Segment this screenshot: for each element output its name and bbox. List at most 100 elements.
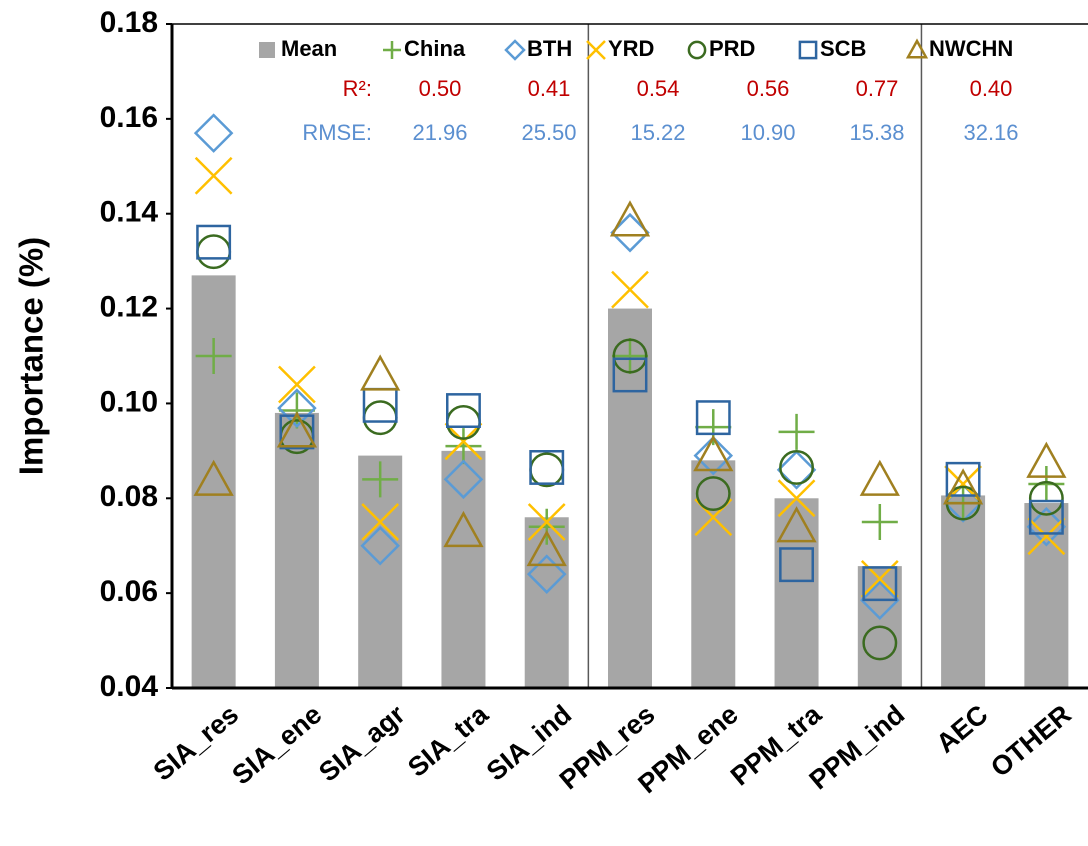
marker-diamond bbox=[776, 450, 817, 490]
cross bbox=[611, 270, 649, 309]
diamond bbox=[693, 435, 734, 476]
marker-triangle bbox=[942, 468, 984, 505]
bar bbox=[941, 495, 986, 688]
circle bbox=[529, 452, 565, 488]
triangle bbox=[443, 510, 484, 548]
r2-value: 0.50 bbox=[419, 76, 462, 101]
rmse-value: 25.50 bbox=[521, 120, 576, 145]
triangle bbox=[276, 411, 318, 448]
marker-circle bbox=[695, 476, 731, 511]
marker-circle bbox=[779, 450, 814, 485]
plus bbox=[362, 461, 399, 498]
marker-square bbox=[1028, 499, 1064, 535]
marker-cross bbox=[194, 156, 233, 195]
marker-diamond bbox=[610, 212, 650, 253]
diamond bbox=[443, 459, 484, 500]
marker-diamond bbox=[443, 459, 484, 500]
y-tick-label: 0.18 bbox=[100, 6, 158, 39]
square bbox=[612, 357, 648, 393]
diamond bbox=[526, 554, 567, 594]
marker-square bbox=[945, 461, 981, 497]
triangle bbox=[609, 200, 651, 237]
marker-square bbox=[612, 357, 648, 393]
cross bbox=[1027, 517, 1066, 556]
rmse-value: 32.16 bbox=[963, 120, 1018, 145]
marker-cross bbox=[586, 40, 606, 60]
marker-plus bbox=[778, 413, 815, 450]
bar bbox=[191, 275, 236, 688]
square bbox=[695, 400, 731, 436]
legend-label: PRD bbox=[709, 36, 755, 61]
triangle bbox=[776, 506, 817, 543]
rmse-value: 21.96 bbox=[412, 120, 467, 145]
plus bbox=[195, 338, 232, 374]
marker-plus bbox=[445, 428, 482, 465]
diamond bbox=[1026, 506, 1067, 547]
marker-triangle bbox=[443, 510, 484, 548]
marker-cross bbox=[777, 479, 816, 518]
cross bbox=[527, 503, 566, 541]
cross bbox=[361, 503, 400, 541]
marker-triangle bbox=[609, 200, 651, 237]
marker-diamond bbox=[193, 113, 234, 153]
marker-plus bbox=[278, 392, 315, 429]
plus bbox=[1028, 466, 1065, 503]
plus bbox=[445, 428, 482, 465]
legend-label: Mean bbox=[281, 36, 337, 61]
r2-value: 0.56 bbox=[747, 76, 790, 101]
marker-plus bbox=[362, 461, 399, 498]
marker-circle bbox=[612, 338, 648, 374]
y-tick-label: 0.06 bbox=[100, 575, 158, 608]
square bbox=[798, 40, 818, 60]
x-tick-label: OTHER bbox=[985, 699, 1077, 783]
marker-square bbox=[779, 547, 814, 583]
y-tick-label: 0.14 bbox=[100, 196, 159, 229]
marker-circle bbox=[1028, 480, 1064, 516]
marker-plus bbox=[861, 504, 898, 540]
triangle bbox=[193, 459, 234, 496]
triangle bbox=[360, 354, 401, 391]
circle bbox=[1028, 480, 1064, 516]
bar bbox=[441, 450, 486, 688]
cross bbox=[444, 422, 483, 461]
marker-cross bbox=[278, 365, 316, 404]
square bbox=[945, 461, 981, 497]
y-tick-label: 0.08 bbox=[100, 480, 158, 513]
marker-cross bbox=[611, 270, 649, 309]
circle bbox=[362, 400, 398, 436]
marker-diamond bbox=[504, 39, 526, 61]
marker-triangle bbox=[776, 506, 817, 543]
diamond bbox=[610, 212, 650, 253]
triangle bbox=[526, 529, 567, 567]
x-tick-label: SIA_agr bbox=[313, 699, 411, 788]
y-tick-label: 0.12 bbox=[100, 290, 158, 323]
square bbox=[529, 450, 565, 485]
rmse-value: 15.22 bbox=[630, 120, 685, 145]
x-tick-label: SIA_ene bbox=[226, 699, 327, 790]
marker-plus bbox=[528, 508, 565, 545]
legend-label: YRD bbox=[608, 36, 654, 61]
r2-value: 0.54 bbox=[637, 76, 680, 101]
plus bbox=[612, 338, 648, 374]
marker-cross bbox=[527, 503, 566, 541]
marker-cross bbox=[444, 422, 483, 461]
cross bbox=[586, 40, 606, 60]
circle bbox=[779, 450, 814, 485]
r2-value: 0.41 bbox=[528, 76, 571, 101]
plus bbox=[278, 392, 315, 429]
marker-circle bbox=[687, 40, 707, 60]
triangle bbox=[693, 435, 734, 472]
marker-diamond bbox=[526, 554, 567, 594]
plus bbox=[383, 41, 401, 59]
rmse-label: RMSE: bbox=[302, 120, 372, 145]
diamond bbox=[504, 39, 526, 61]
marker-triangle bbox=[1026, 441, 1067, 478]
square bbox=[196, 224, 232, 260]
marker-diamond bbox=[860, 580, 900, 621]
r2-value: 0.77 bbox=[856, 76, 899, 101]
diamond bbox=[277, 388, 317, 428]
diamond bbox=[193, 113, 234, 153]
diamond bbox=[776, 450, 817, 490]
marker-cross bbox=[361, 503, 400, 541]
